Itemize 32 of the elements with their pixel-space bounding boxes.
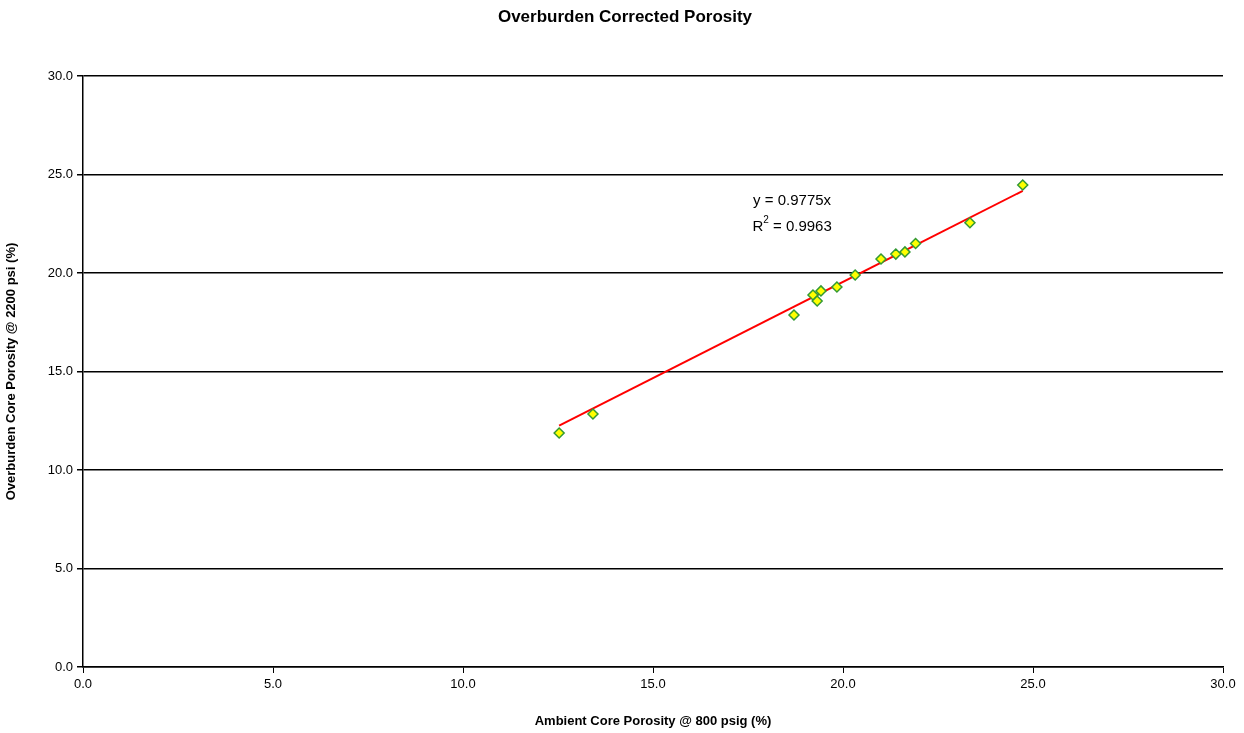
point <box>909 237 922 250</box>
point <box>1016 179 1029 191</box>
chart-title: Overburden Corrected Porosity <box>497 6 753 26</box>
y-tick-label: 5.0 <box>54 560 73 576</box>
point <box>788 309 800 321</box>
y-tick-label: 0.0 <box>54 658 73 674</box>
y-tick-label: 25.0 <box>47 166 73 182</box>
x-tick-label: 0.0 <box>73 676 93 692</box>
point <box>807 289 819 301</box>
x-tick-label: 10.0 <box>450 676 476 692</box>
point <box>890 248 902 260</box>
point <box>553 427 565 439</box>
x-axis-title: Ambient Core Porosity @ 800 psig (%) <box>534 712 772 728</box>
point <box>831 281 843 293</box>
point <box>849 269 861 281</box>
point <box>964 217 976 229</box>
point <box>815 285 827 297</box>
y-tick-label: 15.0 <box>47 363 73 379</box>
y-axis-title: Overburden Core Porosity @ 2200 psi (%) <box>3 242 19 501</box>
point <box>587 408 599 420</box>
y-tick-label: 20.0 <box>47 264 73 280</box>
point <box>875 253 887 265</box>
annotation: y = 0.9775x <box>753 191 832 209</box>
y-tick-label: 10.0 <box>47 461 73 477</box>
x-tick-label: 20.0 <box>830 676 856 692</box>
x-tick-label: 25.0 <box>1020 676 1046 692</box>
point <box>899 246 911 258</box>
x-tick-label: 30.0 <box>1210 676 1236 692</box>
x-tick-label: 5.0 <box>263 676 283 692</box>
x-tick-label: 15.0 <box>640 676 666 692</box>
point <box>811 295 823 307</box>
y-tick-label: 30.0 <box>47 67 73 83</box>
